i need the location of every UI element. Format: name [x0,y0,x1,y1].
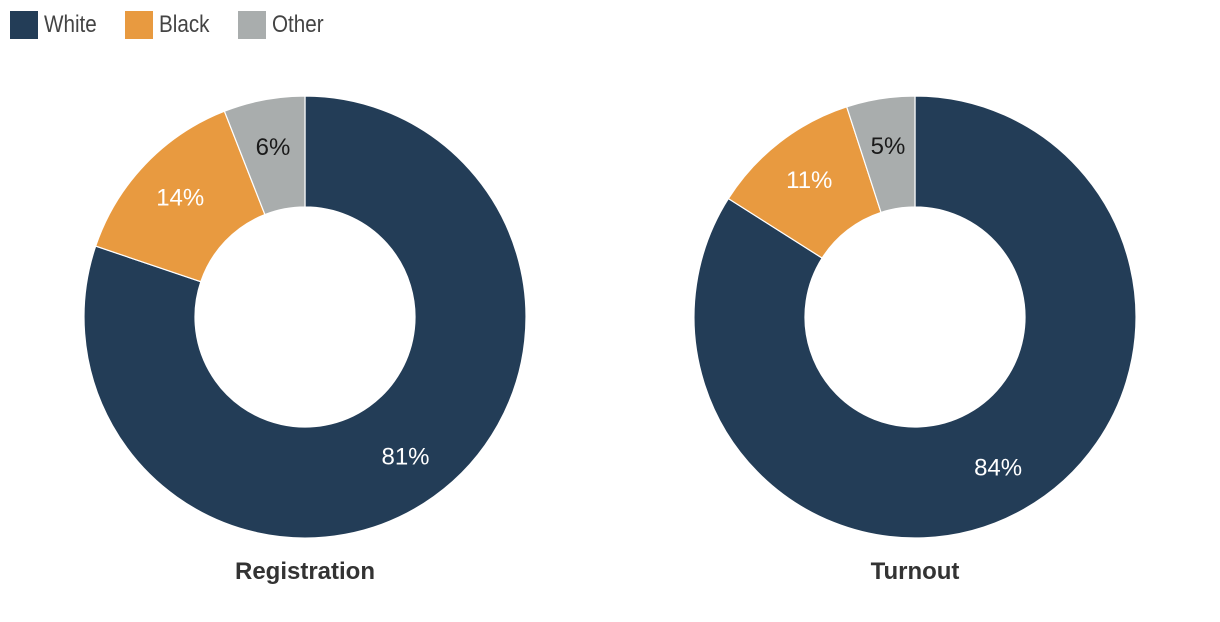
legend-label-other: Other [272,11,324,38]
legend-item-white: White [10,11,105,39]
legend-swatch-other [238,11,267,39]
data-label-other: 5% [871,133,906,160]
donut-chart-turnout: 84% 11% 5% Turnout [693,95,1137,585]
data-label-black: 14% [156,184,204,211]
chart-legend: White Black Other [10,10,352,40]
chart-title: Turnout [871,558,960,585]
chart-title: Registration [235,558,375,585]
slice-white [693,95,1137,539]
legend-item-other: Other [238,11,332,39]
data-label-black: 11% [786,167,832,194]
slice-other [223,95,306,216]
slice-white [83,95,527,539]
legend-swatch-black [125,11,154,39]
legend-label-white: White [44,11,97,38]
donut-chart-registration: 81% 14% 6% Registration [83,95,527,585]
slice-other [845,95,916,214]
data-label-white: 84% [974,455,1022,482]
data-label-other: 6% [256,134,291,161]
legend-label-black: Black [159,11,210,38]
slice-black [94,110,266,283]
data-label-white: 81% [381,444,429,471]
legend-swatch-white [10,11,38,39]
legend-item-black: Black [125,11,218,39]
